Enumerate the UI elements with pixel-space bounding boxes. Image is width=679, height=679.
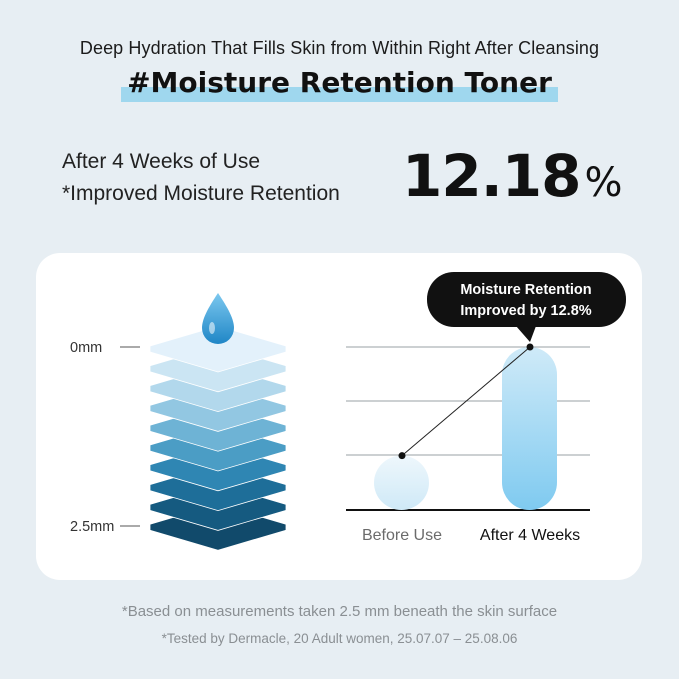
stat-number: 12.18 bbox=[402, 142, 581, 210]
category-label-after: After 4 Weeks bbox=[480, 527, 580, 544]
depth-label-top: 0mm bbox=[70, 340, 102, 356]
point-after-4-weeks bbox=[526, 343, 534, 351]
water-drop-icon bbox=[202, 293, 234, 344]
callout-line-1: Moisture Retention bbox=[460, 282, 591, 298]
callout-line-2: Improved by 12.8% bbox=[460, 303, 591, 319]
depth-label-bottom: 2.5mm bbox=[70, 519, 114, 535]
category-label-before: Before Use bbox=[362, 527, 442, 544]
subtitle: Deep Hydration That Fills Skin from With… bbox=[79, 38, 600, 58]
stat-value: 12.18% bbox=[402, 140, 622, 219]
bar-before-use bbox=[374, 455, 429, 510]
stat-line-2: *Improved Moisture Retention bbox=[62, 182, 340, 205]
stat-unit: % bbox=[584, 160, 622, 206]
trend-line bbox=[401, 346, 531, 457]
footnote-measurement: *Based on measurements taken 2.5 mm bene… bbox=[121, 603, 558, 620]
callout-bubble: Moisture Retention Improved by 12.8% bbox=[427, 272, 626, 342]
stat-line-1: After 4 Weeks of Use bbox=[62, 150, 261, 173]
skin-layer-stack bbox=[149, 325, 287, 551]
point-before-use bbox=[398, 452, 406, 460]
stat-description: After 4 Weeks of Use *Improved Moisture … bbox=[62, 146, 340, 210]
result-panel: 0mm 2.5mm Before Use After 4 Weeks bbox=[36, 253, 642, 580]
moisture-chart: Before Use After 4 Weeks Moisture Retent… bbox=[346, 272, 626, 544]
product-headline: #Moisture Retention Toner bbox=[121, 66, 558, 102]
bar-after-4-weeks bbox=[502, 347, 557, 510]
result-graphic: 0mm 2.5mm Before Use After 4 Weeks bbox=[70, 272, 626, 551]
footnote-testing: *Tested by Dermacle, 20 Adult women, 25.… bbox=[161, 631, 518, 646]
drop-shine bbox=[209, 322, 215, 334]
